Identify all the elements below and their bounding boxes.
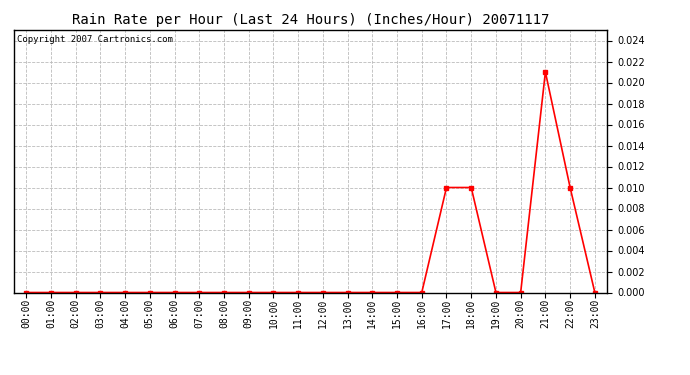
Title: Rain Rate per Hour (Last 24 Hours) (Inches/Hour) 20071117: Rain Rate per Hour (Last 24 Hours) (Inch…: [72, 13, 549, 27]
Text: Copyright 2007 Cartronics.com: Copyright 2007 Cartronics.com: [17, 35, 172, 44]
